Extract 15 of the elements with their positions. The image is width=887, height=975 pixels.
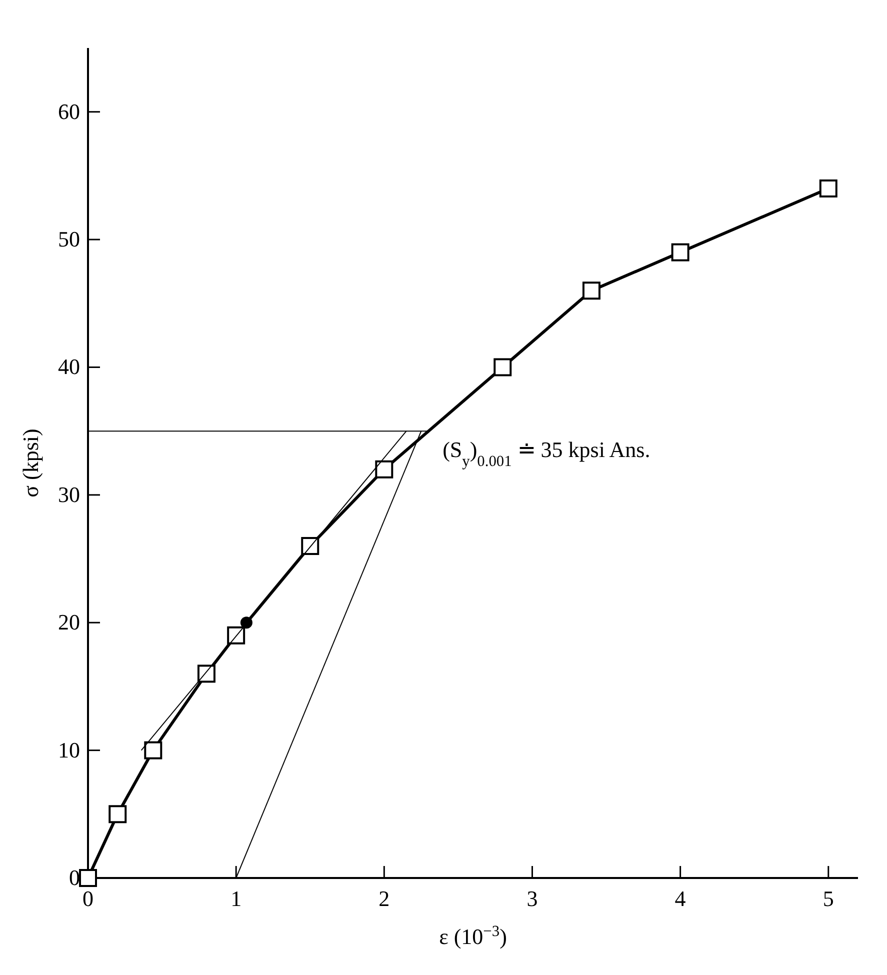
annotation: (S$_{y}$)$_{0.001}$ ≐ 35 kpsi Ans. (442, 437, 650, 470)
x-tick-label: 4 (674, 886, 686, 911)
x-tick-label: 1 (230, 886, 242, 911)
y-tick-label: 50 (58, 226, 80, 252)
y-tick-label: 30 (58, 482, 80, 507)
x-tick-label: 3 (526, 886, 538, 911)
y-tick-label: 0 (69, 865, 80, 890)
x-tick-label: 5 (822, 886, 834, 911)
y-tick-label: 10 (58, 737, 80, 762)
x-tick-label: 2 (378, 886, 390, 911)
y-tick-label: 60 (58, 98, 80, 124)
y-tick-label: 20 (58, 610, 80, 635)
x-axis-title: ε (10$^{−3}$) (439, 922, 507, 949)
y-axis-title: σ (kpsi) (18, 428, 43, 498)
y-tick-label: 40 (58, 354, 80, 380)
